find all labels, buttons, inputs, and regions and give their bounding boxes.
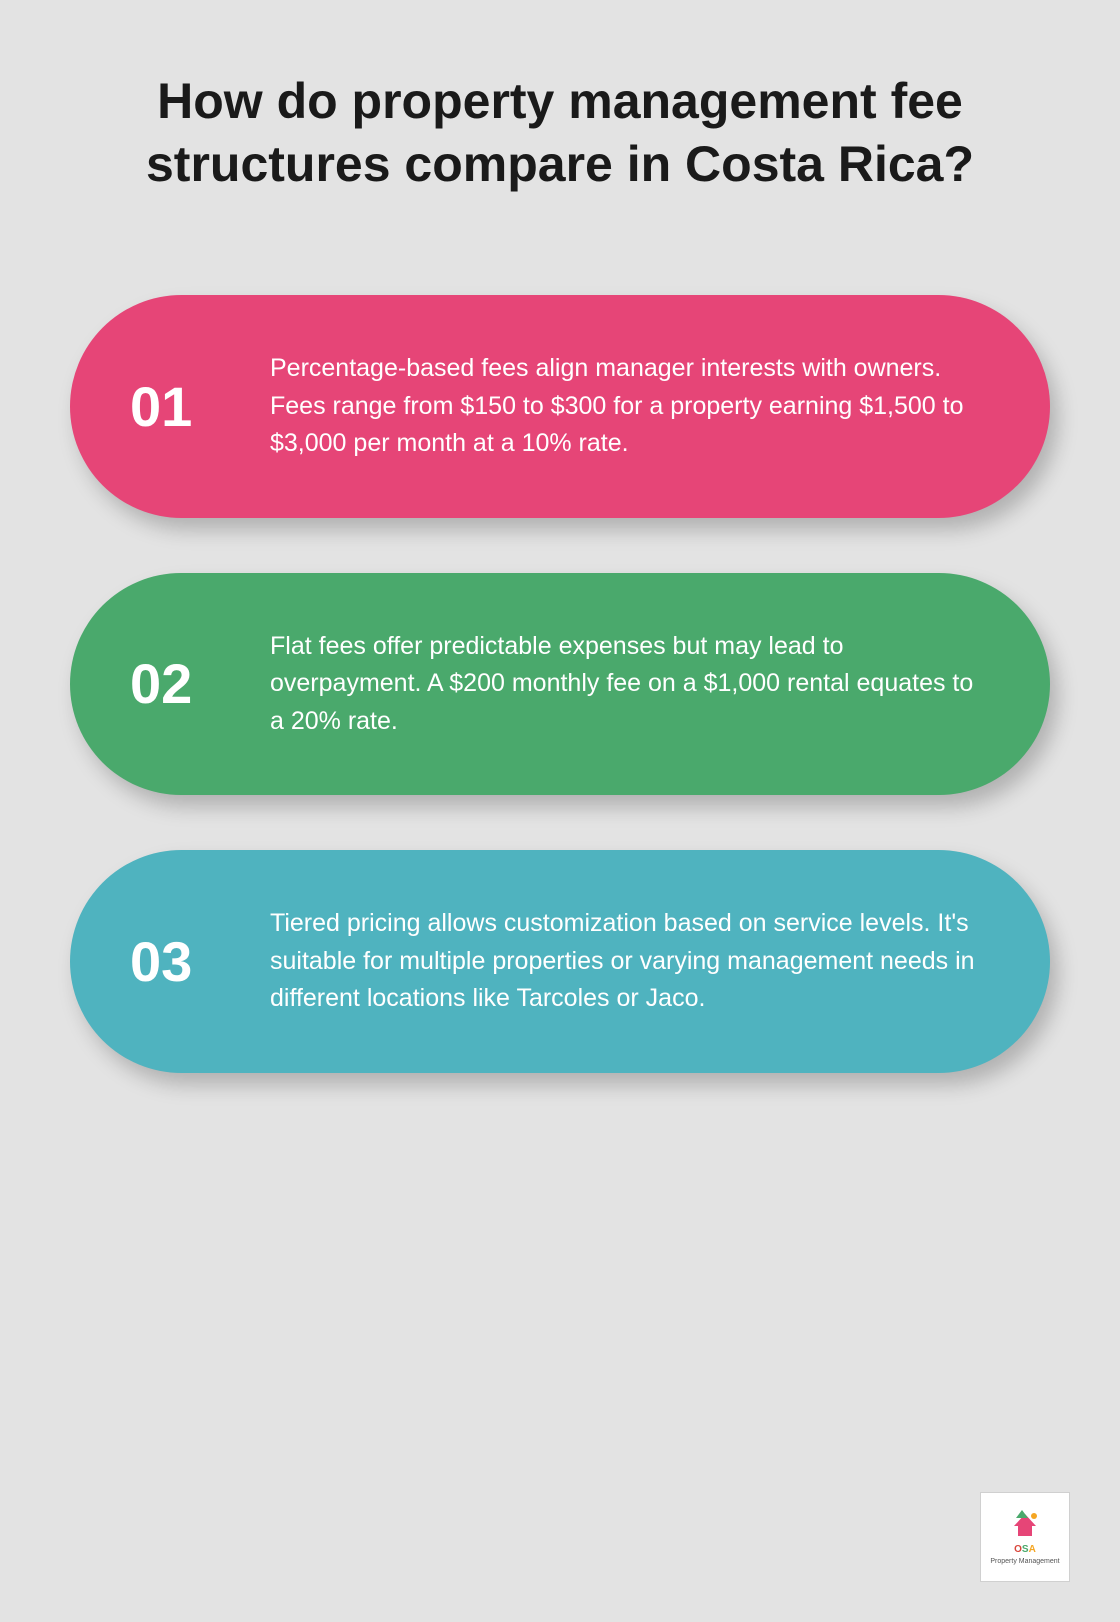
pill-number-1: 01 — [130, 374, 270, 439]
pill-number-3: 03 — [130, 929, 270, 994]
page-title: How do property management fee structure… — [70, 70, 1050, 195]
pill-item-2: 02 Flat fees offer predictable expenses … — [70, 573, 1050, 796]
pill-text-3: Tiered pricing allows customization base… — [270, 905, 980, 1018]
logo-brand: OSA — [1014, 1544, 1036, 1555]
logo-subtitle: Property Management — [990, 1558, 1059, 1565]
logo-text: OSA Property Management — [990, 1544, 1059, 1566]
pill-text-1: Percentage-based fees align manager inte… — [270, 350, 980, 463]
pill-item-3: 03 Tiered pricing allows customization b… — [70, 850, 1050, 1073]
pill-number-2: 02 — [130, 651, 270, 716]
brand-logo: OSA Property Management — [980, 1492, 1070, 1582]
logo-icon — [1008, 1508, 1042, 1542]
pill-text-2: Flat fees offer predictable expenses but… — [270, 628, 980, 741]
pill-item-1: 01 Percentage-based fees align manager i… — [70, 295, 1050, 518]
